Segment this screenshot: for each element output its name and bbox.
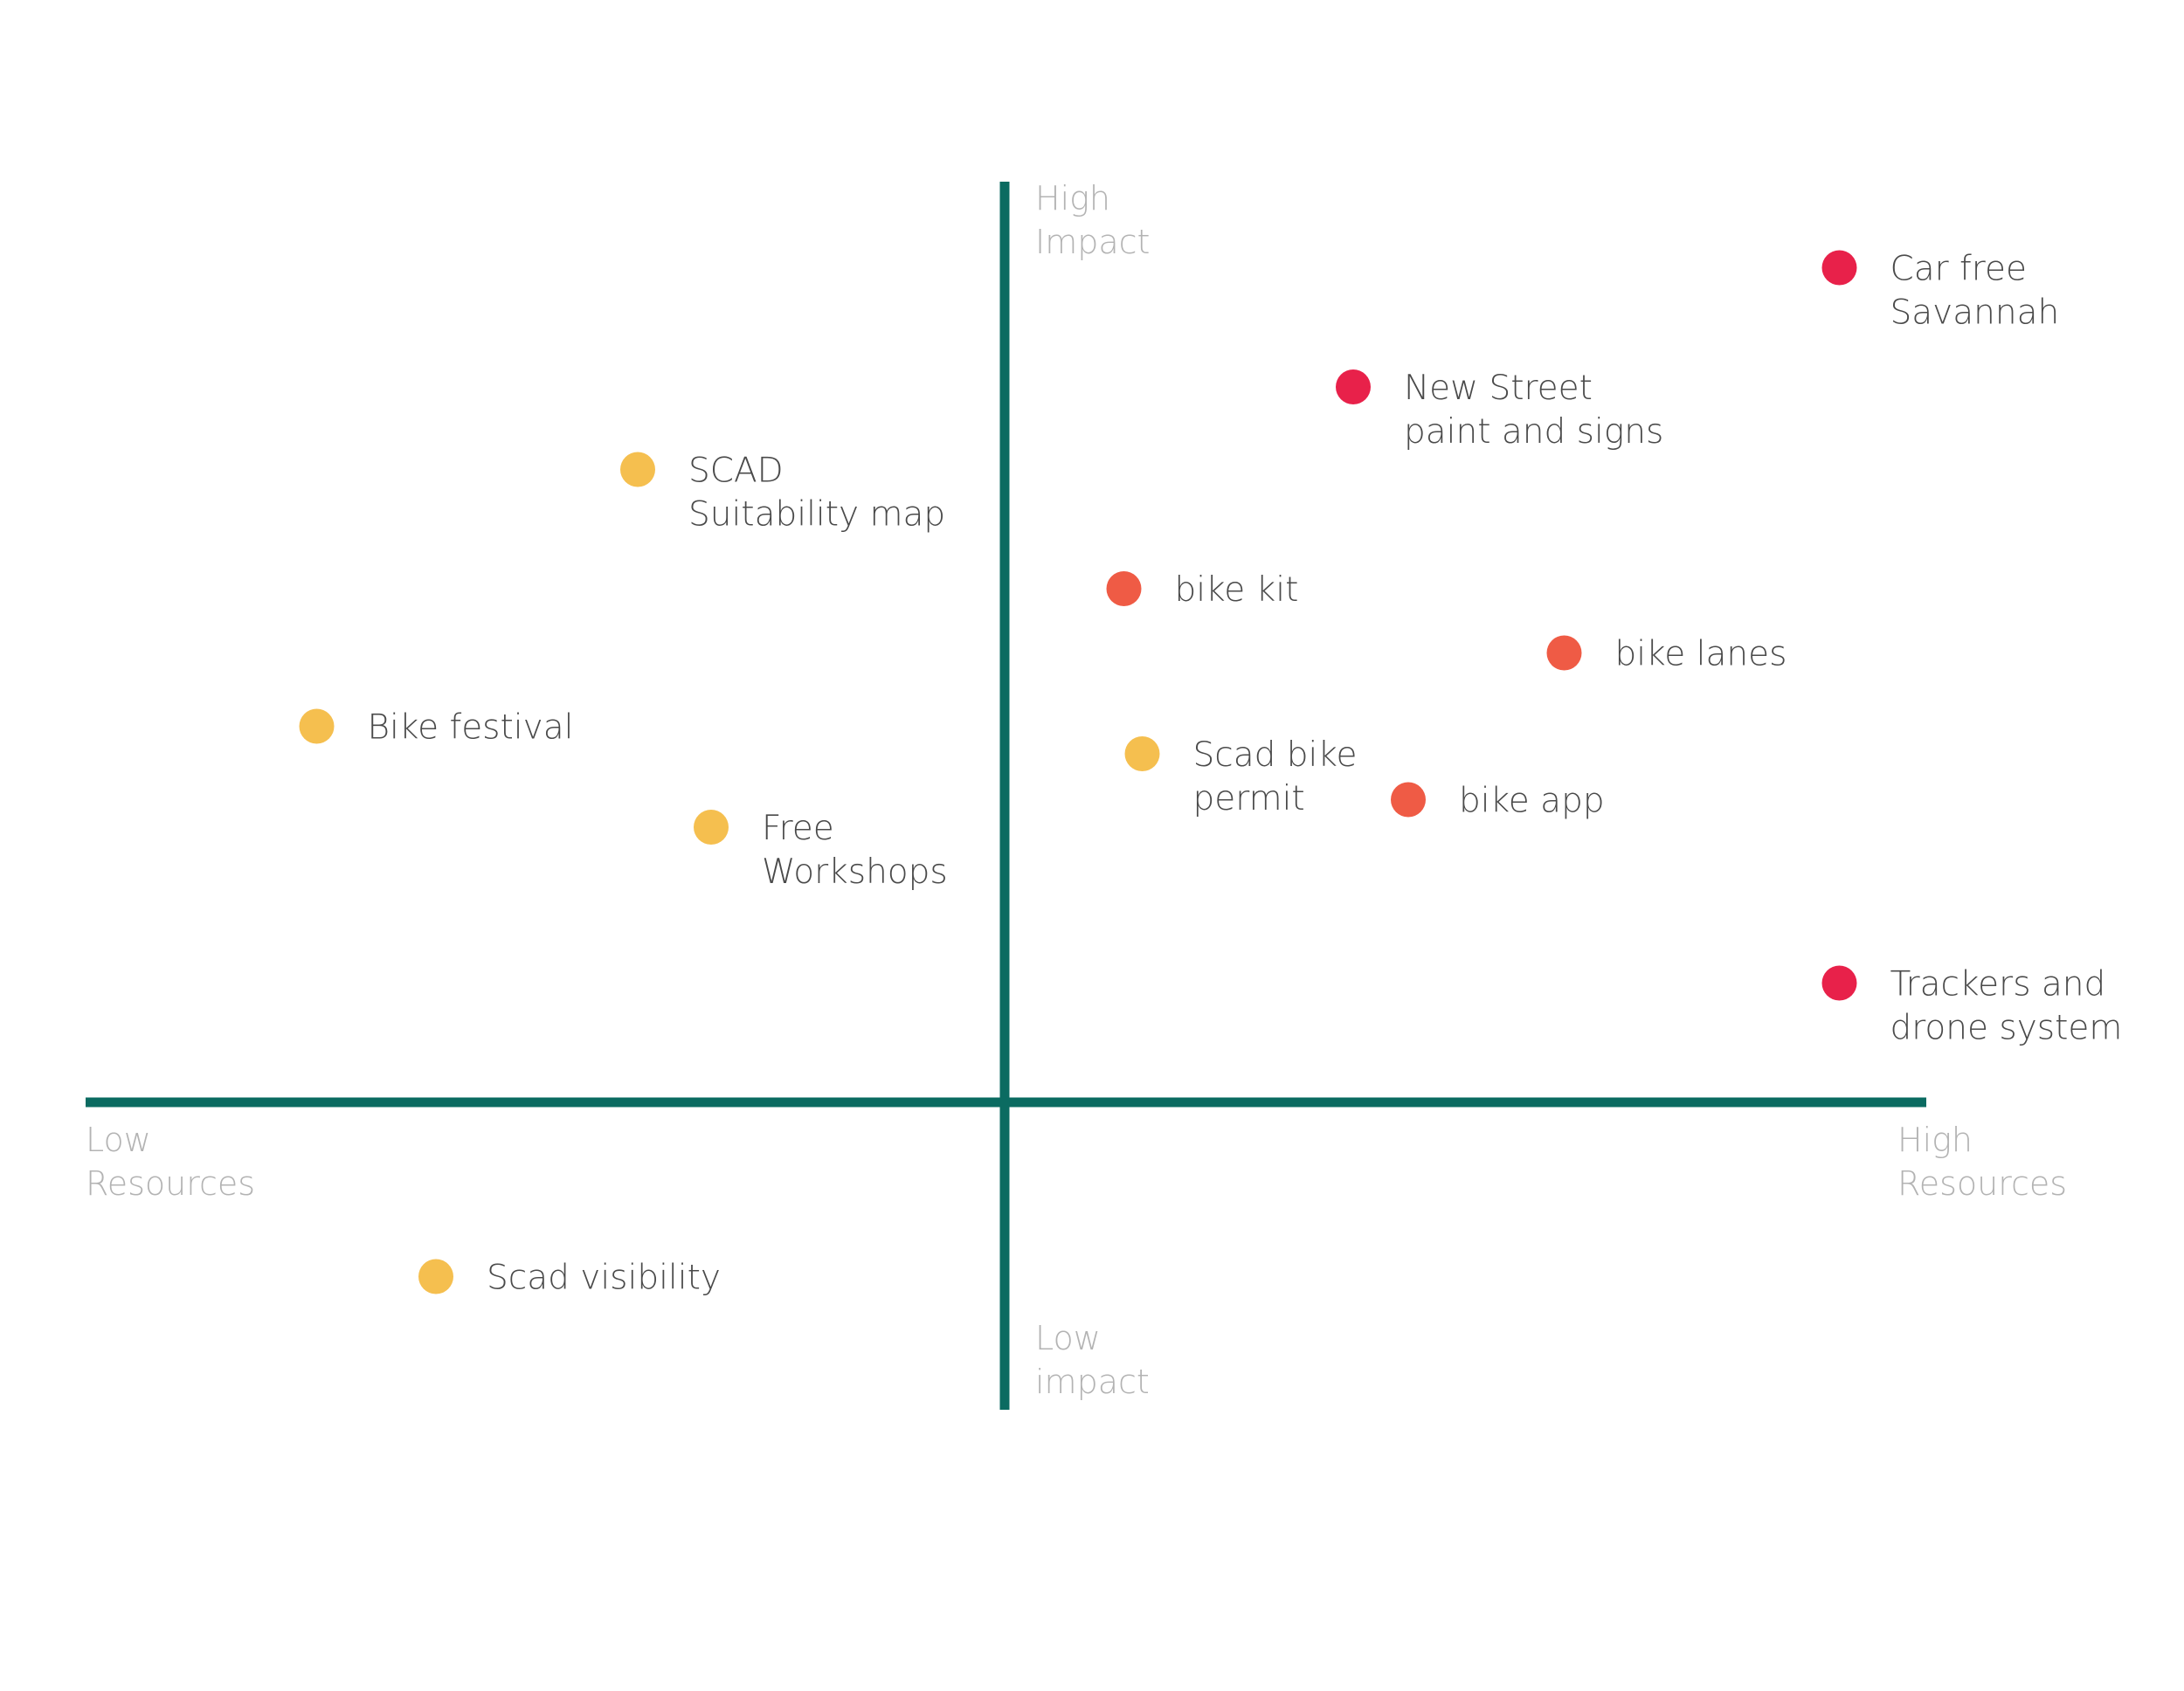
x-max-label-line-1: High <box>1897 1121 1973 1159</box>
point-scad-bike-permit: Scad bike permit <box>1124 735 1358 818</box>
point-label: Free Workshops <box>762 809 948 892</box>
point-label-line-1: Car free <box>1890 250 2027 289</box>
point-marker <box>299 708 335 744</box>
point-scad-visibility: Scad visibility <box>418 1259 721 1298</box>
point-bike-festival: Bike festival <box>299 708 574 748</box>
point-trackers-and-drone-system: Trackers and drone system <box>1821 965 2123 1048</box>
point-label-line-2: Suitability map <box>688 495 945 535</box>
point-label: bike lanes <box>1615 635 1787 674</box>
point-label-line-1: bike app <box>1459 782 1605 821</box>
y-max-label-line-1: High <box>1035 179 1110 217</box>
point-marker <box>694 810 729 845</box>
point-label: bike app <box>1459 782 1605 821</box>
point-label: Scad visibility <box>487 1259 721 1298</box>
point-label-line-1: Trackers and <box>1890 965 2106 1004</box>
point-label: Scad bike permit <box>1193 735 1358 818</box>
point-marker <box>1821 250 1857 286</box>
y-min-label-line-2: impact <box>1035 1363 1150 1401</box>
point-label-line-1: New Street <box>1404 369 1593 408</box>
point-free-workshops: Free Workshops <box>694 809 948 892</box>
point-label-line-1: Scad bike <box>1193 735 1358 775</box>
point-label-line-1: bike kit <box>1175 570 1299 610</box>
x-max-label: High Resources <box>1897 1121 2067 1203</box>
point-label-line-2: paint and signs <box>1404 412 1663 452</box>
point-scad-suitability-map: SCAD Suitability map <box>620 452 945 535</box>
point-marker <box>1821 965 1857 1001</box>
point-bike-kit: bike kit <box>1106 570 1299 610</box>
x-min-label-line-1: Low <box>86 1121 151 1159</box>
point-label: bike kit <box>1175 570 1299 610</box>
point-label: Bike festival <box>368 708 574 748</box>
point-label-line-2: Workshops <box>762 852 948 892</box>
point-marker <box>418 1259 453 1294</box>
point-label-line-2: permit <box>1193 779 1305 818</box>
point-bike-app: bike app <box>1391 782 1605 821</box>
axis-labels: High Impact Low impact Low Resources High Resou… <box>86 179 2067 1401</box>
point-label-line-1: bike lanes <box>1615 635 1787 674</box>
point-marker <box>1124 736 1160 771</box>
point-label: New Street paint and signs <box>1404 369 1663 452</box>
point-label: Trackers and drone system <box>1890 965 2123 1048</box>
x-min-label-line-2: Resources <box>86 1164 255 1203</box>
point-marker <box>1336 369 1371 404</box>
point-label-line-2: drone system <box>1890 1009 2123 1048</box>
point-bike-lanes: bike lanes <box>1546 635 1787 674</box>
point-label-line-2: Savannah <box>1890 293 2060 333</box>
axes <box>86 182 1926 1410</box>
point-label: Car free Savannah <box>1890 250 2060 333</box>
y-max-label: High Impact <box>1035 179 1150 261</box>
point-new-street-paint-and-signs: New Street paint and signs <box>1336 369 1663 452</box>
y-min-label: Low impact <box>1035 1319 1150 1401</box>
point-label: SCAD Suitability map <box>688 452 945 535</box>
point-label-line-1: Bike festival <box>368 708 574 748</box>
point-label-line-1: Free <box>762 809 834 848</box>
point-label-line-1: SCAD <box>688 452 784 491</box>
y-max-label-line-2: Impact <box>1035 223 1150 261</box>
point-marker <box>1546 635 1582 671</box>
data-points: Car free Savannah New Street paint and sign… <box>299 250 2123 1298</box>
x-max-label-line-2: Resources <box>1897 1164 2067 1203</box>
point-marker <box>620 452 655 487</box>
x-min-label: Low Resources <box>86 1121 255 1203</box>
point-label-line-1: Scad visibility <box>487 1259 721 1298</box>
y-min-label-line-1: Low <box>1035 1319 1101 1357</box>
point-marker <box>1106 571 1142 606</box>
point-marker <box>1391 782 1426 818</box>
point-car-free-savannah: Car free Savannah <box>1821 250 2060 333</box>
